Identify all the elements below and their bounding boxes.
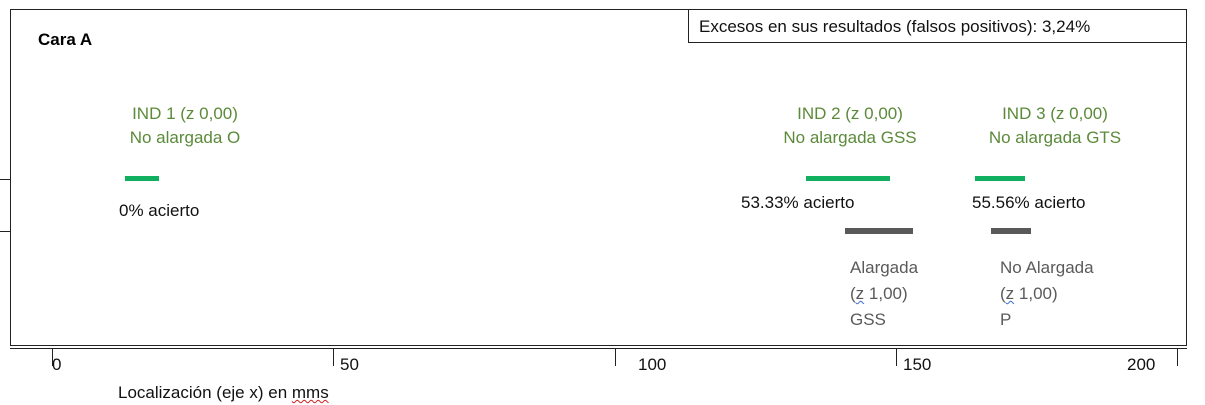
x-axis-tick: [1177, 349, 1178, 366]
accuracy-text: 53.33% acierto: [741, 193, 855, 212]
defect-depth: (z 1,00): [1000, 284, 1058, 303]
indication-type: No alargada GTS: [988, 128, 1122, 147]
left-tick-mark: [0, 179, 10, 180]
left-tick-mark: [0, 231, 10, 232]
diagram-frame: [10, 9, 1187, 346]
defect-class: GSS: [850, 310, 886, 329]
accuracy-text: 0% acierto: [119, 201, 200, 220]
x-axis-tick: [52, 349, 53, 366]
indication-bar: [974, 176, 1026, 181]
accuracy-text: 55.56% acierto: [972, 193, 1086, 212]
false-positive-summary: Excesos en sus resultados (falsos positi…: [688, 9, 1187, 43]
actual-defect-bar: [991, 228, 1031, 234]
indication-id: IND 3 (z 0,00): [1002, 104, 1108, 123]
x-tick-label: 150: [903, 355, 932, 374]
actual-defect-label: Alargada (z 1,00) GSS: [850, 255, 918, 333]
actual-defect-bar: [845, 228, 913, 234]
defect-depth: (z 1,00): [850, 284, 908, 303]
x-axis-title: Localización (eje x) en mms: [118, 383, 329, 402]
defect-class: P: [1000, 310, 1012, 329]
x-tick-label: 50: [340, 355, 359, 374]
indication-bar: [805, 176, 891, 181]
indication-label: IND 3 (z 0,00) No alargada GTS: [989, 102, 1121, 150]
actual-defect-label: No Alargada (z 1,00) P: [1000, 255, 1094, 333]
indication-id: IND 2 (z 0,00): [797, 104, 903, 123]
x-tick-label: 200: [1127, 355, 1156, 374]
x-axis-line: [10, 348, 1187, 349]
defect-type: Alargada: [850, 258, 919, 277]
indication-id: IND 1 (z 0,00): [132, 104, 238, 123]
x-axis-tick: [333, 349, 334, 366]
x-axis-tick: [896, 349, 897, 366]
indication-type: No alargada GSS: [783, 128, 917, 147]
x-tick-label: 100: [638, 355, 667, 374]
x-tick-label: 0: [52, 355, 62, 374]
indication-label: IND 1 (z 0,00) No alargada O: [130, 102, 241, 150]
indication-bar: [125, 176, 159, 181]
indication-label: IND 2 (z 0,00) No alargada GSS: [783, 102, 916, 150]
x-axis-tick: [615, 349, 616, 366]
indication-type: No alargada O: [129, 128, 241, 147]
defect-type: No Alargada: [1000, 258, 1094, 277]
face-title: Cara A: [38, 30, 93, 49]
